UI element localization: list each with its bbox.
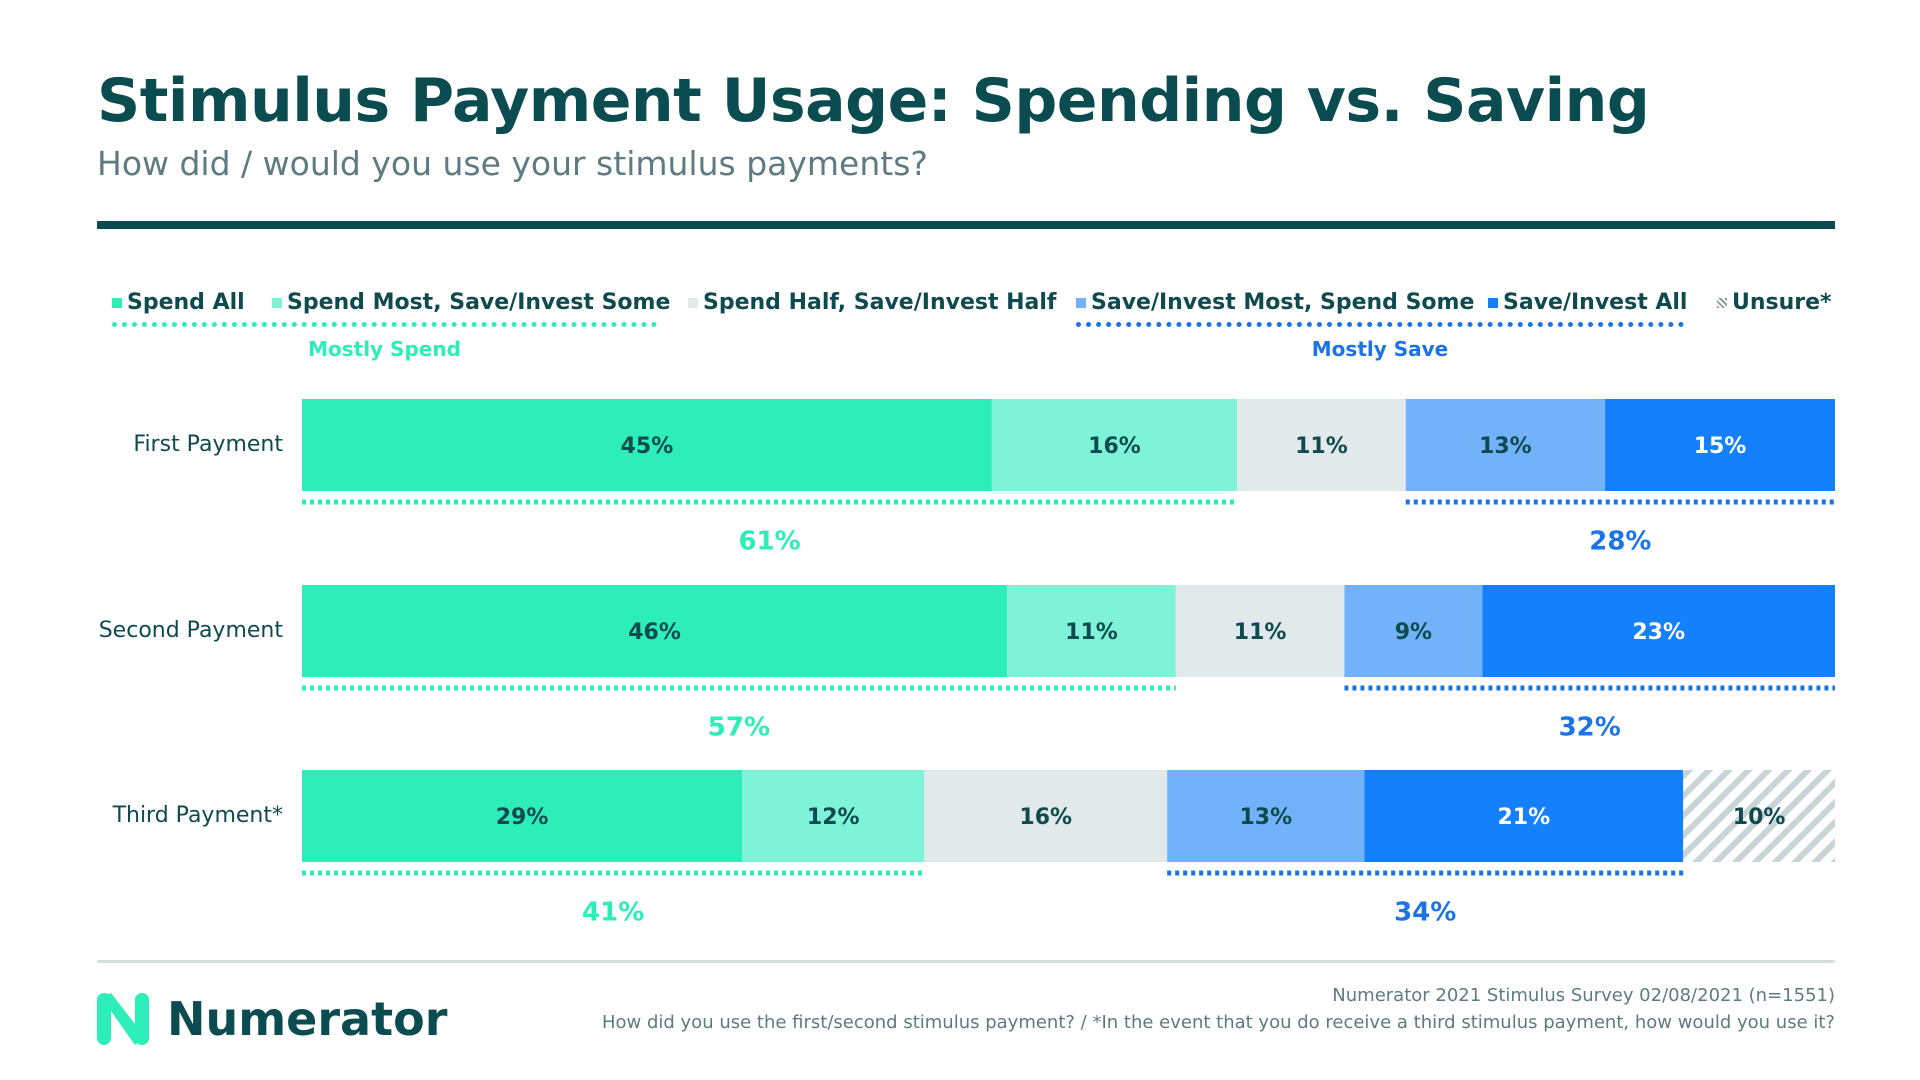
bar-segment: [302, 399, 992, 491]
segment-value-label: 13%: [1239, 805, 1292, 830]
bar-segment: [1237, 399, 1406, 491]
bar-segment: [302, 770, 743, 862]
stacked-bar-chart: First Payment 45% 16% 11% 13% 15% 61% 28% Second…: [99, 399, 1835, 928]
bar-segment: [1605, 399, 1835, 491]
numerator-logo: Numerator: [97, 992, 447, 1046]
chart-subtitle: How did / would you use your stimulus pa…: [97, 144, 928, 183]
segment-value-label: 13%: [1479, 434, 1532, 459]
mostly-save-total: 28%: [1589, 527, 1651, 557]
row-label: First Payment: [133, 432, 283, 457]
bar-segment: [1344, 585, 1483, 677]
segment-value-label: 45%: [621, 434, 674, 459]
mostly-save-total: 32%: [1559, 713, 1621, 743]
segment-value-label: 29%: [496, 805, 549, 830]
row-label: Second Payment: [99, 618, 284, 643]
segment-value-label: 11%: [1295, 434, 1348, 459]
bars: First Payment 45% 16% 11% 13% 15% 61% 28% Second…: [99, 399, 1835, 928]
bar-segment: [1007, 585, 1176, 677]
segment-value-label: 12%: [807, 805, 860, 830]
footer-divider: [97, 960, 1835, 963]
bar-segment: [1683, 770, 1835, 862]
bar-segment: [1167, 770, 1365, 862]
mostly-spend-total: 41%: [582, 898, 644, 928]
source-note: Numerator 2021 Stimulus Survey 02/08/202…: [1332, 985, 1835, 1006]
row-label: Third Payment*: [112, 803, 283, 828]
segment-value-label: 11%: [1065, 620, 1118, 645]
numerator-logo-icon: [97, 993, 149, 1045]
segment-value-label: 23%: [1632, 620, 1685, 645]
bar-segment: [1364, 770, 1684, 862]
segment-value-label: 16%: [1019, 805, 1072, 830]
bar-segment: [742, 770, 925, 862]
bar-segment: [924, 770, 1168, 862]
footnote: How did you use the first/second stimulu…: [601, 1012, 1835, 1033]
bar-segment: [302, 585, 1008, 677]
bar-segment: [1175, 585, 1345, 677]
chart-title: Stimulus Payment Usage: Spending vs. Sav…: [97, 66, 1650, 136]
mostly-spend-total: 61%: [738, 527, 800, 557]
segment-value-label: 21%: [1498, 805, 1551, 830]
segment-value-label: 11%: [1234, 620, 1287, 645]
segment-value-label: 10%: [1733, 805, 1786, 830]
bar-segment: [991, 399, 1238, 491]
segment-value-label: 9%: [1395, 620, 1432, 645]
bar-segment: [1405, 399, 1606, 491]
segment-value-label: 46%: [628, 620, 681, 645]
logo-wordmark: Numerator: [167, 992, 448, 1046]
header-divider: [97, 221, 1835, 229]
segment-value-label: 16%: [1088, 434, 1141, 459]
bar-segment: [1482, 585, 1835, 677]
segment-value-label: 15%: [1694, 434, 1747, 459]
mostly-save-total: 34%: [1394, 898, 1456, 928]
mostly-spend-total: 57%: [708, 713, 770, 743]
